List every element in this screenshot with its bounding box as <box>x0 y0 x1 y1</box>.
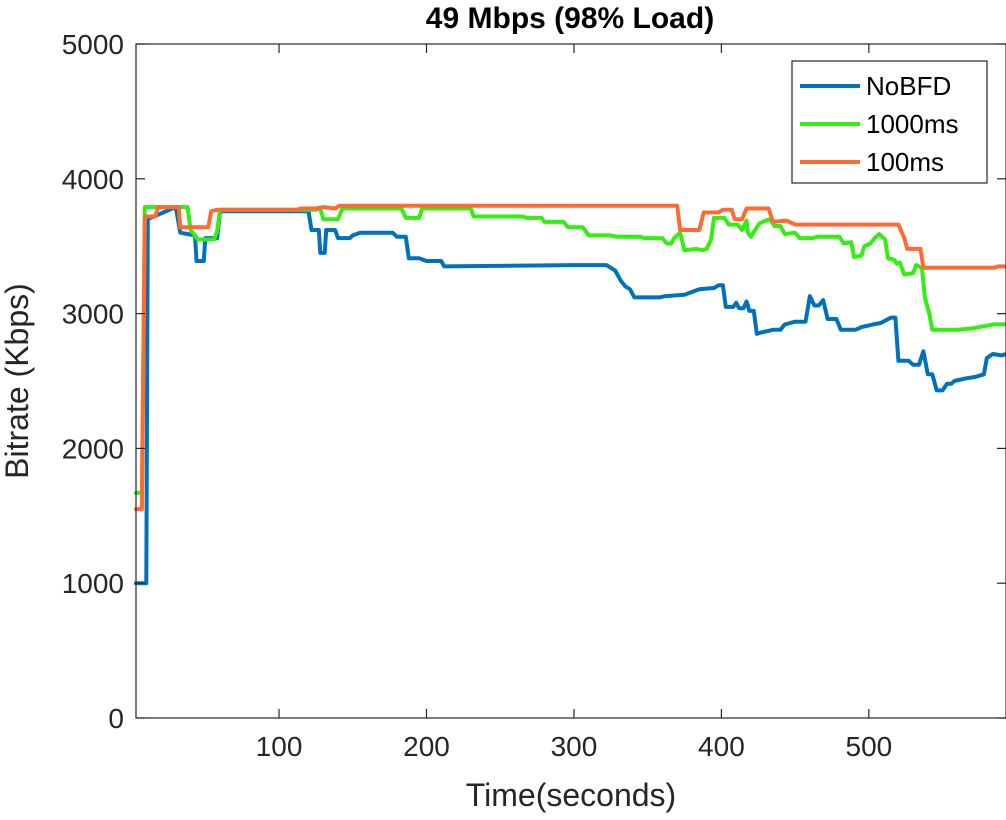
legend-label-100ms: 100ms <box>866 147 944 177</box>
y-ticks: 0 1000 2000 3000 4000 5000 <box>62 29 1006 734</box>
series-line-1000ms <box>134 205 1006 495</box>
x-tick-label: 200 <box>403 731 450 762</box>
series-layer <box>134 203 1006 586</box>
x-ticks: 100 200 300 400 500 <box>256 44 893 762</box>
series-line-nobfd <box>134 205 1006 586</box>
y-tick-label: 3000 <box>62 299 124 330</box>
y-tick-label: 4000 <box>62 164 124 195</box>
y-tick-label: 0 <box>108 703 124 734</box>
x-tick-label: 500 <box>846 731 893 762</box>
axes-layer <box>135 43 1006 719</box>
x-tick-label: 100 <box>256 731 303 762</box>
y-axis-label: Bitrate (Kbps) <box>0 283 35 479</box>
y-tick-label: 1000 <box>62 568 124 599</box>
y-tick-label: 2000 <box>62 433 124 464</box>
legend-label-1000ms: 1000ms <box>866 109 959 139</box>
x-tick-label: 400 <box>698 731 745 762</box>
x-tick-label: 300 <box>551 731 598 762</box>
x-axis-label: Time(seconds) <box>466 777 676 813</box>
chart-title: 49 Mbps (98% Load) <box>426 2 714 35</box>
y-tick-label: 5000 <box>62 29 124 60</box>
series-line-100ms <box>134 203 1006 512</box>
legend-label-nobfd: NoBFD <box>866 71 951 101</box>
plot-area-frame <box>135 43 1006 719</box>
legend: NoBFD 1000ms 100ms <box>791 60 988 184</box>
